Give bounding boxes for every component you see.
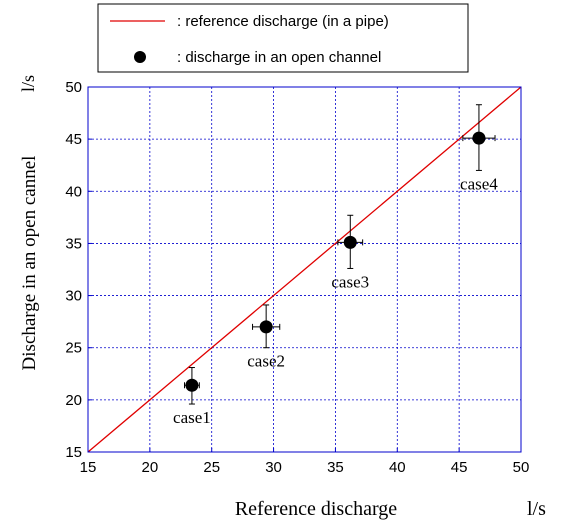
x-tick-label: 35 <box>327 459 344 476</box>
data-point <box>472 131 486 145</box>
data-point-label: case4 <box>460 174 498 193</box>
legend: : reference discharge (in a pipe) : disc… <box>97 3 469 73</box>
x-tick-label: 50 <box>513 459 530 476</box>
y-tick-label: 35 <box>65 235 82 252</box>
data-points: case1 case2 case3 case4 <box>173 104 498 427</box>
y-tick-label: 30 <box>65 288 82 305</box>
y-tick-label: 40 <box>65 183 82 200</box>
y-tick-label: 25 <box>65 340 82 357</box>
y-axis-unit: l/s <box>18 75 38 92</box>
x-tick-label: 20 <box>142 459 159 476</box>
data-point-group: case1 <box>173 367 211 427</box>
legend-box <box>97 3 469 73</box>
x-axis-title: Reference discharge <box>235 498 397 520</box>
y-tick-label: 20 <box>65 392 82 409</box>
x-tick-label: 45 <box>451 459 468 476</box>
axis-ticks: 15 20 25 30 35 40 45 50 15 20 25 30 35 40 45 50 <box>65 79 529 476</box>
data-point <box>185 378 199 392</box>
data-point-group: case2 <box>247 304 285 371</box>
legend-entry-open-channel: : discharge in an open channel <box>177 49 381 66</box>
plot-frame <box>87 86 522 453</box>
data-point-label: case3 <box>331 272 369 291</box>
x-tick-label: 15 <box>80 459 97 476</box>
y-tick-label: 15 <box>65 444 82 461</box>
y-tick-label: 50 <box>65 79 82 96</box>
x-axis-unit: l/s <box>527 498 546 520</box>
x-tick-label: 25 <box>203 459 220 476</box>
grid <box>88 87 521 452</box>
legend-dot-marker <box>134 51 146 63</box>
data-point <box>343 235 357 249</box>
y-tick-label: 45 <box>65 131 82 148</box>
y-axis-title: Discharge in an open cannel <box>19 156 40 371</box>
data-point-group: case3 <box>331 214 369 291</box>
x-tick-label: 30 <box>265 459 282 476</box>
reference-line-layer <box>87 86 522 453</box>
x-tick-label: 40 <box>389 459 406 476</box>
data-point-group: case4 <box>460 104 498 193</box>
data-point-label: case2 <box>247 352 285 371</box>
legend-entry-reference: : reference discharge (in a pipe) <box>177 13 389 30</box>
data-point <box>259 320 273 334</box>
data-point-label: case1 <box>173 408 211 427</box>
reference-line <box>87 86 522 453</box>
